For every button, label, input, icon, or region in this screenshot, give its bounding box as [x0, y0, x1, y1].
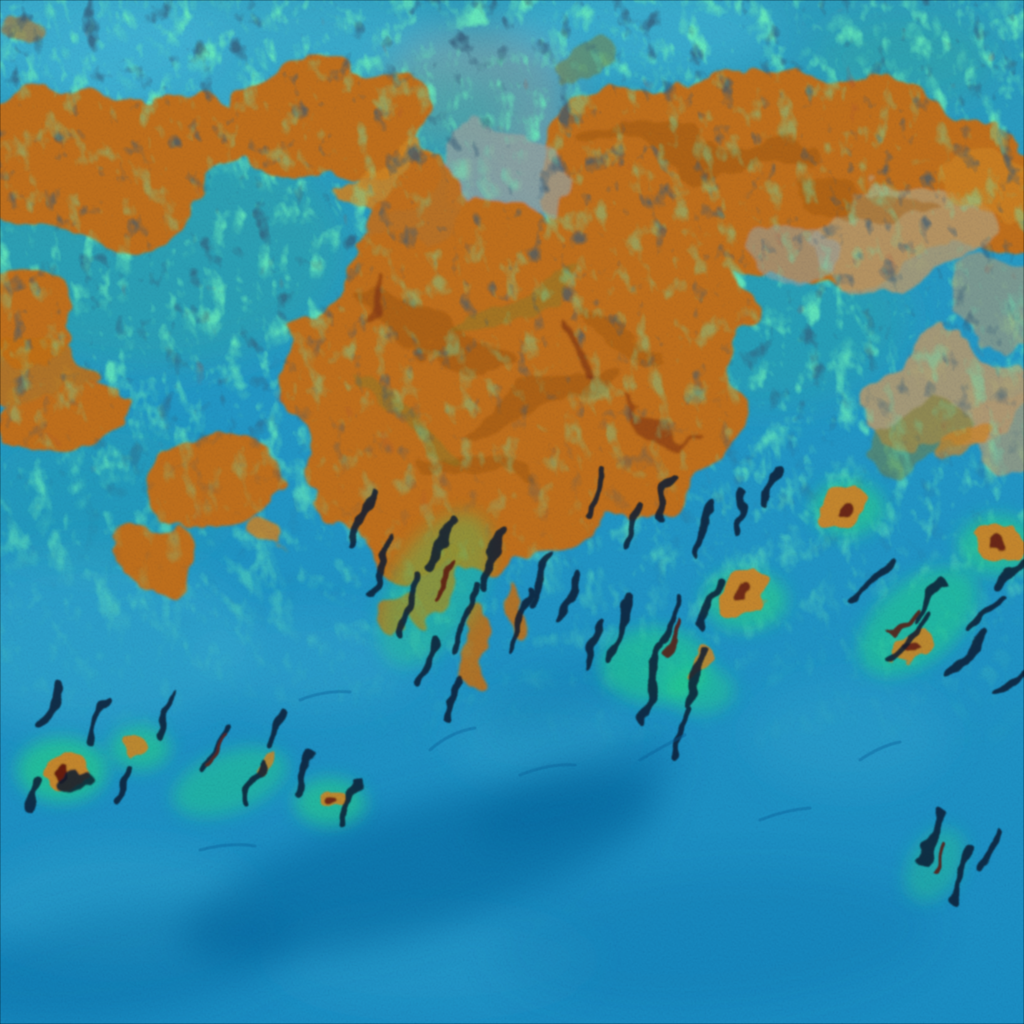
- false-color-terrain-svg: [0, 0, 1024, 1024]
- grain-overlay: [0, 0, 1024, 1024]
- satellite-image-canvas: [0, 0, 1024, 1024]
